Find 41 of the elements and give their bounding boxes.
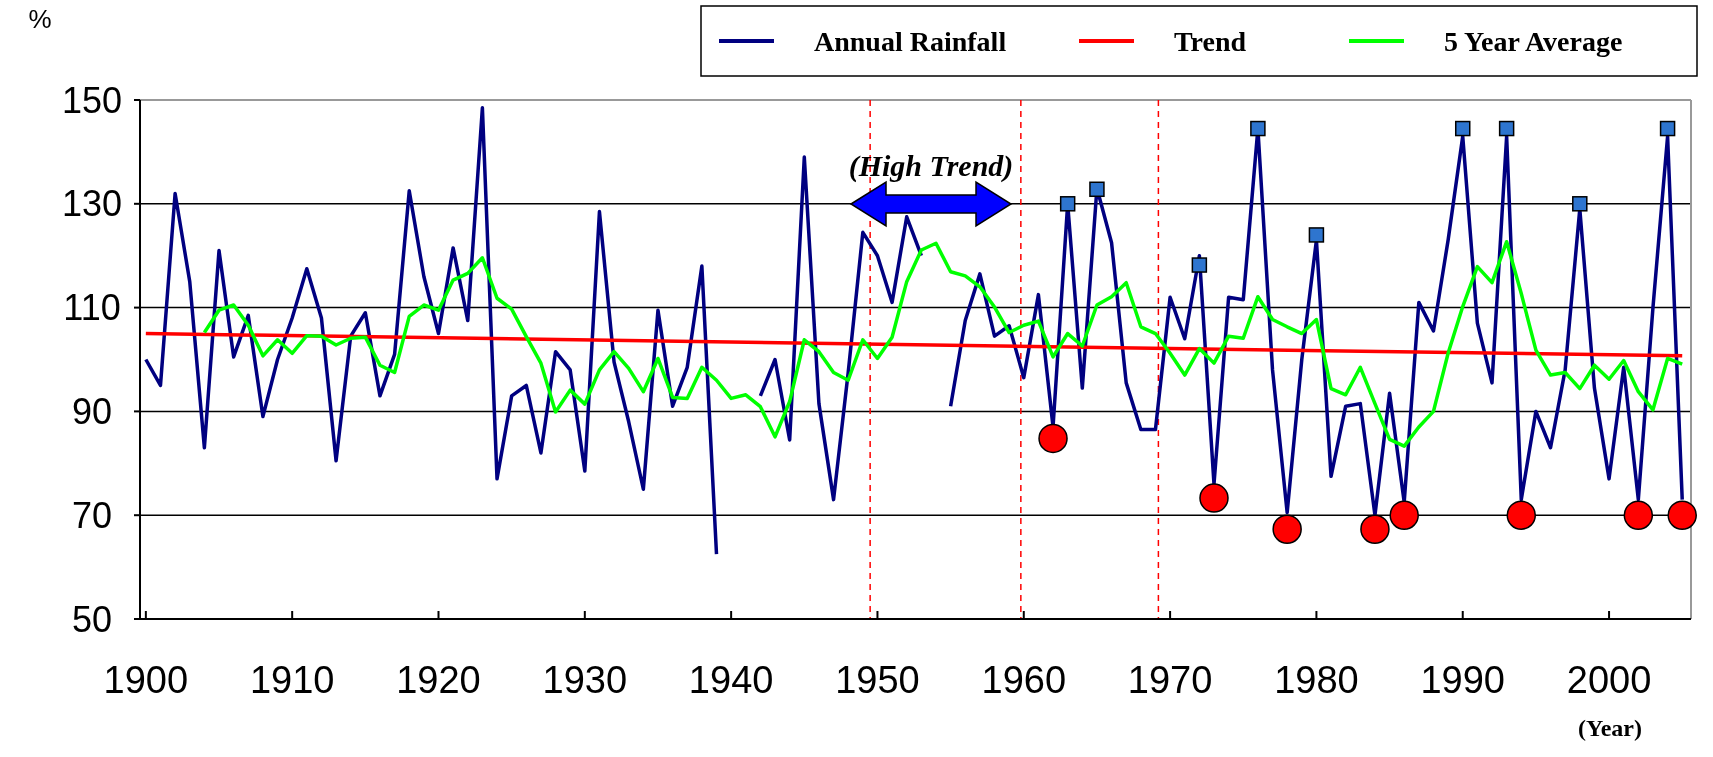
x-tick-label: 1970 xyxy=(1127,659,1213,702)
x-tick-label: 1950 xyxy=(835,659,920,702)
x-tick-label: 1930 xyxy=(542,659,628,702)
point xyxy=(1038,423,1068,454)
point xyxy=(1498,120,1515,137)
y-tick-label: 130 xyxy=(61,183,123,225)
point xyxy=(1389,500,1419,530)
point xyxy=(1659,120,1676,137)
y-tick-label: 70 xyxy=(71,494,113,536)
x-axis-title: (Year) xyxy=(1578,715,1642,741)
point xyxy=(1308,227,1325,243)
x-tick-label: 1980 xyxy=(1274,659,1359,702)
y-axis-title: % xyxy=(28,4,52,34)
annotation: (High Trend) xyxy=(848,149,1014,183)
y-tick-label: 90 xyxy=(71,391,113,432)
x-tick-label: 1960 xyxy=(981,659,1067,702)
y-tick-label: 50 xyxy=(71,598,113,640)
x-tick-label: 2000 xyxy=(1566,659,1652,702)
point xyxy=(1272,514,1302,544)
y-tick-label: 150 xyxy=(61,79,123,121)
legend-label: Trend xyxy=(1174,25,1247,57)
point xyxy=(1572,196,1588,212)
point xyxy=(1059,196,1076,212)
legend-label: 5 Year Average xyxy=(1444,25,1623,57)
line-series xyxy=(202,239,1684,448)
point xyxy=(1199,483,1229,513)
point xyxy=(1250,120,1266,137)
point xyxy=(1089,181,1105,198)
x-tick-label: 1920 xyxy=(396,659,481,702)
point xyxy=(1667,500,1697,530)
point xyxy=(1454,120,1471,137)
legend-label: Annual Rainfall xyxy=(814,25,1007,57)
point xyxy=(1191,257,1208,273)
x-tick-label: 1990 xyxy=(1420,659,1506,702)
y-tick-label: 110 xyxy=(63,287,121,329)
point xyxy=(1623,500,1654,530)
x-tick-label: 1940 xyxy=(688,659,774,702)
x-tick-label: 1910 xyxy=(249,659,335,702)
point xyxy=(1360,514,1390,544)
x-tick-label: 1900 xyxy=(103,659,189,702)
point xyxy=(1506,500,1537,530)
